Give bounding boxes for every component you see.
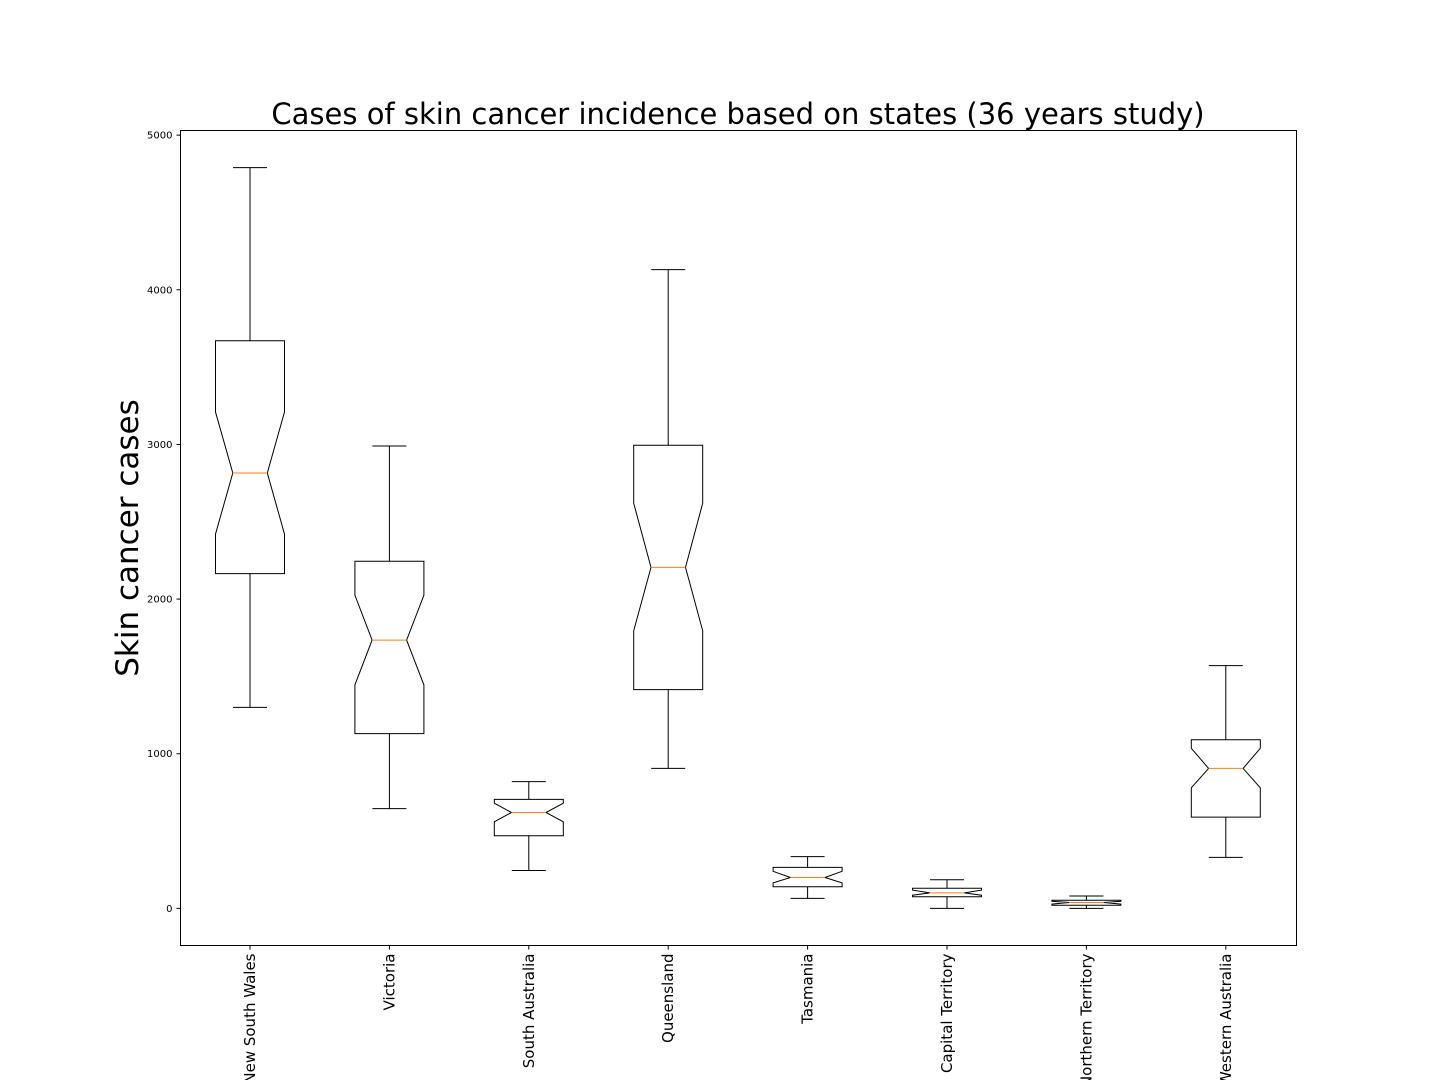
plot-area-frame — [180, 130, 1297, 946]
notched-box — [772, 866, 843, 888]
x-tick-label: Queensland — [659, 954, 677, 1043]
x-tick-label: Victoria — [380, 954, 398, 1011]
notched-box — [493, 798, 564, 837]
box-group — [215, 167, 285, 708]
x-tick-label: South Australia — [520, 954, 538, 1069]
y-tick-label: 3000 — [147, 440, 172, 451]
notched-box — [1190, 739, 1261, 818]
box-group — [772, 856, 843, 899]
y-tick-label: 2000 — [147, 595, 172, 606]
notched-box — [354, 560, 425, 735]
y-tick-label: 1000 — [147, 749, 172, 760]
box-group — [493, 781, 564, 871]
x-tick-label: Capital Territory — [938, 953, 956, 1073]
x-axis-ticks: New South Wales Victoria South Australia Qu… — [241, 945, 1235, 1080]
y-tick-label: 4000 — [147, 285, 172, 296]
y-tick-label: 5000 — [147, 131, 172, 142]
notched-box — [215, 340, 285, 575]
x-tick-label: New South Wales — [241, 953, 259, 1080]
y-tick-label: 0 — [166, 904, 172, 915]
box-group — [912, 879, 982, 909]
x-tick-label: Western Australia — [1217, 954, 1235, 1080]
box-group — [1190, 665, 1261, 858]
box-series — [215, 167, 1261, 909]
chart-title: Cases of skin cancer incidence based on … — [271, 97, 1204, 131]
notched-box — [633, 444, 704, 691]
y-axis-ticks: 0 1000 2000 3000 4000 5000 — [147, 131, 181, 915]
box-group — [1051, 895, 1122, 909]
x-tick-label: Northern Territory — [1077, 953, 1095, 1080]
box-group — [354, 445, 425, 810]
notched-box — [1051, 899, 1122, 906]
y-axis-label: Skin cancer cases — [110, 399, 146, 677]
x-tick-label: Tasmania — [799, 954, 817, 1025]
box-group — [633, 269, 704, 769]
notched-box — [912, 887, 982, 898]
